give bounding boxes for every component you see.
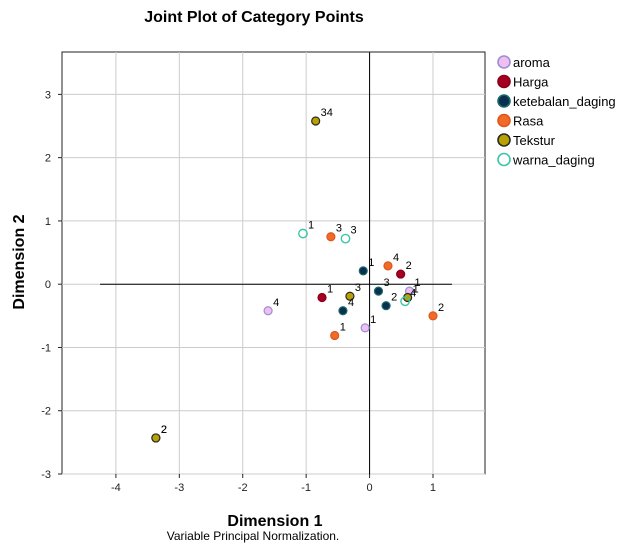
reference-lines: [100, 52, 453, 474]
legend-marker-harga: [497, 74, 511, 89]
point-tekstur: [345, 291, 355, 301]
point-label-tekstur: 3: [355, 282, 361, 294]
legend-label-tekstur: Tekstur: [513, 133, 556, 148]
legend-label-rasa: Rasa: [513, 114, 544, 129]
point-label-rasa: 3: [336, 223, 342, 235]
x-tick-label: -1: [301, 482, 311, 494]
point-label-tekstur: 34: [321, 107, 333, 119]
data-points: [151, 116, 438, 443]
x-tick-label: -4: [111, 482, 121, 494]
point-ketebalan-daging: [381, 301, 391, 311]
legend-label-warna-daging: warna_daging: [512, 153, 595, 168]
y-axis-title: Dimension 2: [11, 214, 28, 309]
point-harga: [317, 292, 327, 303]
y-tick-label: 2: [45, 153, 51, 165]
point-ketebalan-daging: [338, 306, 348, 316]
legend-marker-rasa: [497, 113, 511, 128]
point-label-harga: 2: [406, 260, 412, 272]
point-label-warna-daging: 1: [308, 220, 314, 232]
legend-marker-tekstur: [497, 133, 511, 147]
point-label-rasa: 1: [340, 321, 346, 333]
point-label-ketebalan-daging: 1: [368, 257, 374, 269]
plot-area: [61, 51, 486, 475]
point-rasa: [326, 232, 336, 242]
point-harga: [396, 269, 406, 279]
point-label-rasa: 4: [393, 252, 399, 264]
x-tick-label: -2: [238, 482, 248, 494]
x-tick-label: 1: [430, 482, 436, 494]
point-label-rasa: 2: [438, 302, 444, 314]
point-tekstur: [311, 116, 321, 126]
point-warna-daging: [400, 296, 410, 307]
point-ketebalan-daging: [358, 266, 368, 276]
legend-label-aroma: aroma: [513, 55, 551, 70]
point-label-warna-daging: 4: [410, 287, 416, 299]
point-label-ketebalan-daging: 2: [161, 424, 167, 436]
point-ketebalan-daging: [373, 286, 384, 296]
point-aroma: [263, 306, 273, 316]
point-tekstur: [151, 433, 161, 443]
legend-marker-ketebalan-daging: [497, 94, 511, 108]
y-tick-label: -3: [41, 469, 51, 481]
chart-footnote: Variable Principal Normalization.: [167, 529, 340, 543]
point-label-aroma: 1: [370, 314, 376, 326]
point-label-tekstur: 2: [161, 424, 167, 436]
point-label-ketebalan-daging: 4: [348, 297, 354, 309]
point-label-aroma: 4: [273, 297, 279, 309]
y-tick-label: -1: [41, 342, 51, 354]
point-aroma: [360, 323, 370, 333]
point-label-tekstur: 1: [413, 283, 419, 295]
point-label-ketebalan-daging: 2: [391, 292, 397, 304]
legend: aroma Harga ketebalan_daging Rasa Tekstur war…: [497, 55, 616, 168]
y-tick-label: -2: [41, 406, 51, 418]
point-rasa: [428, 311, 438, 321]
x-axis-title: Dimension 1: [227, 513, 322, 530]
point-warna-daging: [298, 228, 308, 239]
point-rasa: [330, 330, 340, 341]
legend-label-harga: Harga: [513, 75, 549, 90]
y-tick-label: 0: [45, 279, 51, 291]
legend-label-ketebalan-daging: ketebalan_daging: [513, 94, 616, 109]
y-tick-label: 3: [45, 89, 51, 101]
x-tick-label: 0: [367, 482, 373, 494]
legend-marker-aroma: [497, 55, 511, 69]
legend-marker-warna-daging: [497, 152, 511, 167]
point-warna-daging: [340, 233, 351, 244]
point-label-warna-daging: 3: [350, 225, 356, 237]
point-label-aroma: 1: [415, 277, 421, 289]
x-tick-label: -3: [174, 482, 184, 494]
y-tick-label: 1: [45, 216, 51, 228]
point-label-ketebalan-daging: 3: [383, 277, 389, 289]
point-rasa: [383, 261, 393, 271]
point-label-harga: 1: [327, 283, 333, 295]
chart-title: Joint Plot of Category Points: [144, 9, 364, 26]
